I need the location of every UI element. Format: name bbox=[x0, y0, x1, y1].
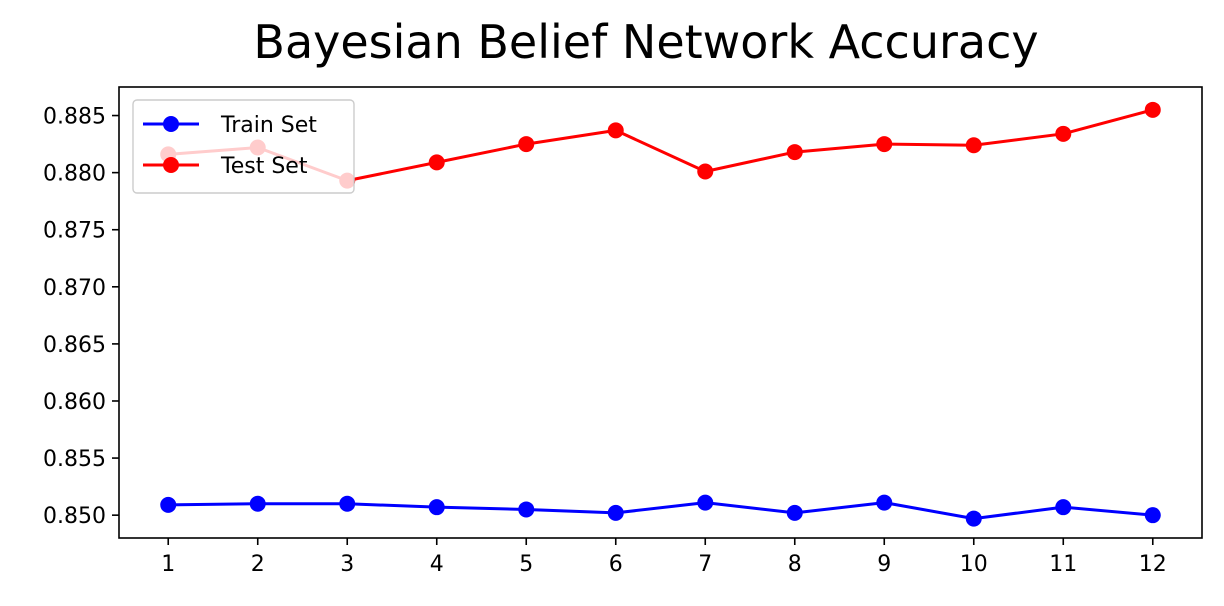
legend-entry: Test Set bbox=[143, 154, 308, 179]
y-tick-label: 0.870 bbox=[43, 276, 106, 301]
x-tick-label: 7 bbox=[698, 552, 712, 577]
x-tick-label: 5 bbox=[519, 552, 533, 577]
x-tick-label: 10 bbox=[960, 552, 988, 577]
x-tick-label: 3 bbox=[340, 552, 354, 577]
y-tick-label: 0.850 bbox=[43, 504, 106, 529]
data-point bbox=[786, 504, 803, 521]
data-point bbox=[428, 499, 445, 516]
x-tick-label: 9 bbox=[877, 552, 891, 577]
y-tick-label: 0.865 bbox=[43, 333, 106, 358]
y-tick-label: 0.880 bbox=[43, 162, 106, 187]
legend-label: Train Set bbox=[220, 113, 317, 138]
legend-entry: Train Set bbox=[143, 113, 317, 138]
axes: 0.850 0.855 0.860 0.865 0.870 0.875 0.880 0.885… bbox=[43, 86, 1203, 577]
data-point bbox=[876, 136, 893, 153]
x-tick-label: 8 bbox=[788, 552, 802, 577]
legend-marker bbox=[163, 157, 179, 173]
plot-frame bbox=[118, 86, 1203, 539]
data-point bbox=[965, 137, 982, 154]
x-tick-label: 12 bbox=[1139, 552, 1167, 577]
data-point bbox=[1144, 101, 1161, 118]
data-point bbox=[607, 122, 624, 139]
series-line bbox=[168, 501, 1153, 521]
data-point bbox=[249, 495, 266, 512]
y-tick-label: 0.860 bbox=[43, 390, 106, 415]
data-point bbox=[697, 163, 714, 180]
data-point bbox=[518, 136, 535, 153]
y-tick-label: 0.885 bbox=[43, 105, 106, 130]
data-point bbox=[518, 501, 535, 518]
legend: Train Set Test Set bbox=[132, 99, 355, 194]
data-point bbox=[1055, 125, 1072, 142]
legend-label: Test Set bbox=[220, 154, 308, 179]
x-tick-label: 2 bbox=[251, 552, 265, 577]
data-point bbox=[1144, 507, 1161, 524]
y-tick-label: 0.875 bbox=[43, 219, 106, 244]
data-point bbox=[876, 494, 893, 511]
x-tick-label: 1 bbox=[161, 552, 175, 577]
x-tick-label: 11 bbox=[1049, 552, 1077, 577]
data-point bbox=[339, 495, 356, 512]
data-point bbox=[160, 496, 177, 513]
data-point bbox=[607, 504, 624, 521]
chart-title: Bayesian Belief Network Accuracy bbox=[253, 15, 1038, 69]
data-point bbox=[697, 494, 714, 511]
data-point bbox=[786, 144, 803, 161]
data-point bbox=[965, 510, 982, 527]
legend-marker bbox=[163, 116, 179, 132]
data-point bbox=[428, 154, 445, 171]
x-tick-label: 4 bbox=[430, 552, 444, 577]
data-point bbox=[1055, 499, 1072, 516]
y-tick-label: 0.855 bbox=[43, 447, 106, 472]
x-tick-label: 6 bbox=[609, 552, 623, 577]
series-0 bbox=[160, 494, 1161, 527]
